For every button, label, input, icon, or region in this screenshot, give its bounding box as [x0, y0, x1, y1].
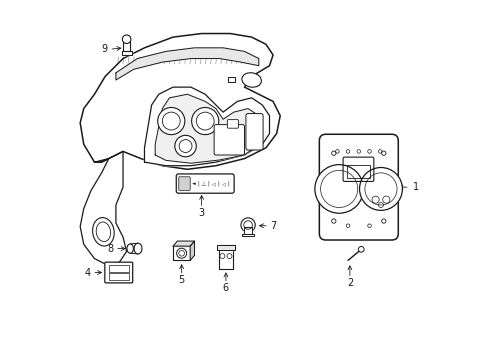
Text: |: |	[217, 181, 219, 186]
Ellipse shape	[92, 217, 114, 246]
Ellipse shape	[127, 244, 133, 253]
Text: ◁: ◁	[211, 181, 215, 186]
Text: 4: 4	[85, 267, 91, 278]
Text: |: |	[197, 181, 199, 186]
Text: 9: 9	[101, 44, 107, 54]
Polygon shape	[173, 241, 194, 246]
Polygon shape	[123, 41, 130, 51]
Text: 8: 8	[108, 244, 114, 253]
FancyBboxPatch shape	[176, 174, 234, 193]
Text: △: △	[201, 181, 205, 186]
Polygon shape	[116, 48, 258, 80]
Text: |: |	[227, 181, 229, 186]
Polygon shape	[155, 94, 262, 163]
Text: ◁: ◁	[221, 181, 225, 186]
Text: ◄: ◄	[191, 181, 195, 186]
Polygon shape	[80, 152, 126, 266]
Circle shape	[359, 167, 402, 210]
Ellipse shape	[134, 243, 142, 254]
Circle shape	[191, 108, 218, 135]
Text: 5: 5	[178, 275, 184, 285]
Circle shape	[358, 247, 364, 252]
Ellipse shape	[242, 73, 261, 87]
Circle shape	[176, 248, 186, 258]
Polygon shape	[190, 241, 194, 260]
FancyBboxPatch shape	[214, 125, 244, 155]
Text: 2: 2	[346, 278, 352, 288]
Polygon shape	[216, 246, 235, 250]
Bar	[322, 228, 395, 243]
Bar	[108, 273, 128, 280]
Polygon shape	[218, 246, 233, 269]
Text: |: |	[207, 181, 209, 186]
FancyBboxPatch shape	[227, 120, 238, 128]
Bar	[228, 77, 234, 82]
FancyBboxPatch shape	[319, 134, 397, 240]
Bar	[346, 165, 369, 178]
FancyBboxPatch shape	[179, 177, 190, 190]
Text: 3: 3	[198, 208, 204, 218]
FancyBboxPatch shape	[245, 113, 263, 150]
Bar	[108, 265, 128, 272]
Circle shape	[122, 35, 131, 44]
Polygon shape	[144, 87, 269, 166]
Circle shape	[157, 108, 184, 135]
Polygon shape	[173, 246, 190, 260]
Circle shape	[175, 135, 196, 157]
FancyBboxPatch shape	[104, 262, 132, 283]
Polygon shape	[242, 234, 253, 236]
Polygon shape	[80, 33, 280, 169]
Text: 7: 7	[269, 221, 276, 231]
Text: 1: 1	[412, 182, 419, 192]
Bar	[322, 132, 395, 146]
Circle shape	[314, 165, 363, 213]
Polygon shape	[244, 227, 251, 234]
Ellipse shape	[324, 139, 393, 235]
Polygon shape	[122, 51, 131, 55]
Text: 6: 6	[223, 283, 228, 293]
Circle shape	[241, 218, 255, 232]
